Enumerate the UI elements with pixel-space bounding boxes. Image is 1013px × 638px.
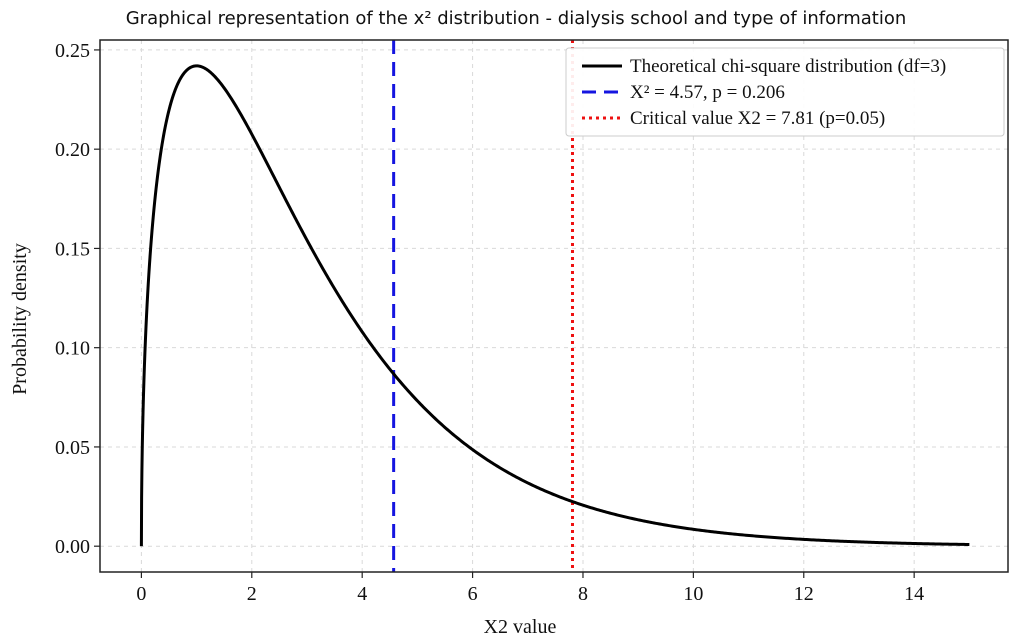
x-tick-label: 0	[136, 583, 146, 605]
x-tick-label: 12	[794, 583, 814, 605]
x-tick-label: 14	[904, 583, 924, 605]
y-tick-label: 0.10	[55, 338, 90, 360]
x-tick-label: 2	[247, 583, 257, 605]
curve-layer	[139, 64, 970, 547]
chart-title: Graphical representation of the x² distr…	[126, 8, 907, 29]
ticks: 0 2 4 6 8 10 12 14 0.00 0.05 0.10 0.15 0.20 0.25	[55, 40, 924, 605]
y-tick-label: 0.05	[55, 437, 90, 459]
legend-label: Critical value X2 = 7.81 (p=0.05)	[630, 108, 885, 129]
x-tick-label: 10	[683, 583, 703, 605]
legend: Theoretical chi-square distribution (df=…	[565, 47, 1005, 137]
y-tick-label: 0.15	[55, 238, 90, 260]
legend-label: Theoretical chi-square distribution (df=…	[630, 56, 946, 77]
chi-square-curve	[139, 64, 970, 547]
y-axis-label: Probability density	[9, 243, 31, 395]
legend-label: X² = 4.57, p = 0.206	[630, 82, 785, 103]
x-tick-label: 8	[578, 583, 588, 605]
y-tick-label: 0.20	[55, 139, 90, 161]
x-tick-label: 4	[357, 583, 367, 605]
reference-lines	[392, 40, 574, 572]
y-tick-label: 0.00	[55, 536, 90, 558]
legend-box	[565, 47, 1005, 137]
x-tick-label: 6	[468, 583, 478, 605]
plot-frame	[99, 39, 1009, 573]
y-tick-label: 0.25	[55, 40, 90, 62]
x-axis-label: X2 value	[484, 616, 557, 638]
